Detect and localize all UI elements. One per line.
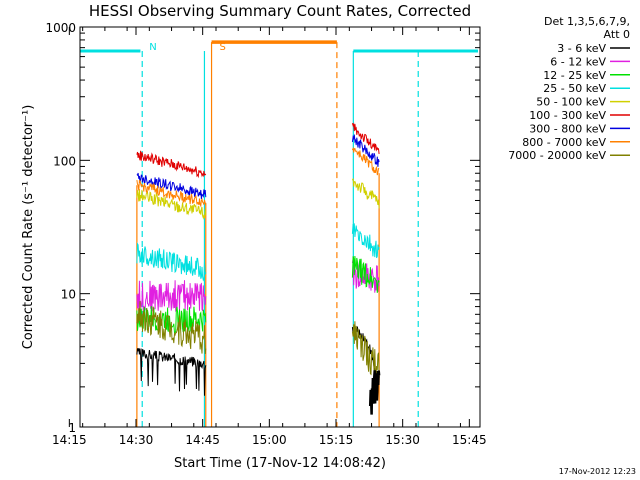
- timestamp: 17-Nov-2012 12:23: [559, 467, 636, 476]
- y-tick-label: 10: [61, 288, 76, 302]
- legend-header-2: Att 0: [604, 28, 630, 41]
- x-tick-label: 14:45: [185, 433, 220, 447]
- x-tick-label: 15:15: [319, 433, 354, 447]
- series-9-segment-1: [136, 301, 207, 355]
- series-1-segment-1: [136, 348, 207, 396]
- legend-label-3: 12 - 25 keV: [543, 69, 606, 82]
- legend-label-8: 800 - 7000 keV: [522, 136, 606, 149]
- legend-header-1: Det 1,3,5,6,7,9,: [544, 15, 630, 28]
- legend-label-7: 300 - 800 keV: [529, 122, 606, 135]
- series-4-segment-1: [136, 242, 207, 282]
- plot-frame: [79, 26, 481, 428]
- axes: 14:15 14:30 14:45 15:00 15:15 15:30 15:45 1 10 10…: [45, 21, 486, 447]
- series-8-segment-1: [136, 179, 207, 208]
- legend-label-4: 25 - 50 keV: [543, 82, 606, 95]
- marker-label-s: S: [219, 42, 225, 53]
- legend-label-5: 50 - 100 keV: [536, 96, 606, 109]
- series-7-segment-1: [136, 172, 207, 200]
- y-tick-label: 1000: [45, 21, 76, 35]
- legend-label-2: 6 - 12 keV: [550, 55, 606, 68]
- series-6-segment-1: [136, 150, 207, 179]
- y-tick-label: 100: [53, 154, 76, 168]
- x-tick-label: 15:30: [385, 433, 420, 447]
- series-5-segment-1: [136, 188, 207, 220]
- series-8-segment-2: [351, 146, 380, 176]
- x-tick-label: 14:30: [119, 433, 154, 447]
- series-4-segment-2: [351, 223, 380, 259]
- series-3-segment-2: [351, 255, 380, 293]
- series-2-segment-1: [136, 280, 207, 312]
- series-9-segment-2: [351, 321, 380, 379]
- series-group: [136, 122, 381, 415]
- series-5-segment-2: [351, 178, 380, 209]
- y-axis-label: Corrected Count Rate (s⁻¹ detector⁻¹): [21, 105, 36, 350]
- x-axis-label: Start Time (17-Nov-12 14:08:42): [174, 456, 386, 471]
- y-tick-label: 1: [68, 421, 76, 435]
- marker-label-n: N: [149, 42, 156, 53]
- series-1-tail: [368, 370, 381, 415]
- x-tick-label: 15:45: [452, 433, 487, 447]
- legend-label-9: 7000 - 20000 keV: [508, 149, 606, 162]
- legend-label-6: 100 - 300 keV: [529, 109, 606, 122]
- series-6-segment-2: [351, 122, 380, 154]
- series-7-segment-2: [351, 134, 380, 167]
- chart-title: HESSI Observing Summary Count Rates, Cor…: [89, 2, 471, 20]
- x-tick-label: 14:15: [52, 433, 87, 447]
- x-tick-label: 15:00: [252, 433, 287, 447]
- legend-label-1: 3 - 6 keV: [557, 42, 606, 55]
